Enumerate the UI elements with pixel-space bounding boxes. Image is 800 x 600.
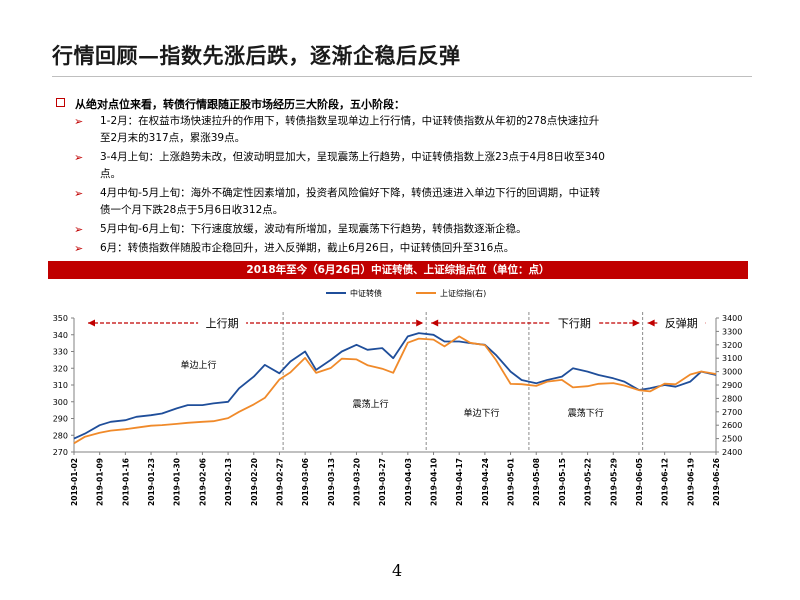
bullet-line: 4月中旬-5月上旬：海外不确定性因素增加，投资者风险偏好下降，转债迅速进入单边下… bbox=[100, 187, 601, 199]
x-tick-label: 2019-06-19 bbox=[686, 458, 695, 506]
bullet-item: ➢ 1-2月：在权益市场快速拉升的作用下，转债指数呈现单边上行行情，中证转债指数… bbox=[74, 113, 764, 147]
bullet-item: ➢ 4月中旬-5月上旬：海外不确定性因素增加，投资者风险偏好下降，转债迅速进入单… bbox=[74, 185, 764, 219]
y2-tick-label: 2600 bbox=[722, 421, 742, 430]
bullet-item: ➢ 6月：转债指数伴随股市企稳回升，进入反弹期，截止6月26日，中证转债回升至3… bbox=[74, 240, 764, 257]
bullet-item: ➢ 5月中旬-6月上旬：下行速度放缓，波动有所增加，呈现震荡下行趋势，转债指数逐… bbox=[74, 221, 764, 238]
x-tick-label: 2019-02-20 bbox=[250, 458, 259, 506]
subphase-label: 单边下行 bbox=[464, 407, 500, 419]
x-tick-label: 2019-05-29 bbox=[609, 458, 618, 506]
bullet-line: 点。 bbox=[100, 168, 121, 180]
y2-tick-label: 3100 bbox=[722, 354, 742, 363]
phase-arrow-down-head-right-icon bbox=[632, 319, 640, 327]
phase-label-bg bbox=[657, 314, 706, 331]
slide-title: 行情回顾—指数先涨后跌，逐渐企稳后反弹 bbox=[52, 43, 461, 68]
page-number: 4 bbox=[392, 561, 403, 580]
phase-label: 下行期 bbox=[558, 317, 591, 330]
x-tick-label: 2019-01-02 bbox=[70, 458, 79, 506]
x-tick-label: 2019-03-20 bbox=[352, 458, 361, 506]
y-tick-label: 300 bbox=[53, 398, 68, 407]
bullet-line: 1-2月：在权益市场快速拉升的作用下，转债指数呈现单边上行行情，中证转债指数从年… bbox=[100, 115, 600, 127]
series-line-convertible-bond-index bbox=[73, 332, 717, 440]
y-tick-label: 320 bbox=[53, 364, 68, 373]
phase-label-bg bbox=[198, 314, 247, 331]
x-tick-label: 2019-04-10 bbox=[430, 458, 439, 506]
arrow-bullet-icon: ➢ bbox=[74, 242, 84, 255]
subphase-label: 震荡上行 bbox=[353, 398, 389, 410]
x-tick-label: 2019-01-30 bbox=[173, 458, 182, 506]
subphase-label: 震荡下行 bbox=[568, 407, 604, 419]
series-line-shanghai-composite bbox=[73, 335, 717, 445]
y2-tick-label: 3200 bbox=[722, 341, 742, 350]
line-chart: 270 280 290 300 310 320 330 340 350 2400 2500 2600 2… bbox=[53, 288, 743, 506]
y2-tick-label: 2900 bbox=[722, 381, 742, 390]
y2-tick-label: 3300 bbox=[722, 327, 742, 336]
x-tick-label: 2019-05-22 bbox=[584, 458, 593, 506]
arrow-bullet-icon: ➢ bbox=[74, 151, 84, 164]
y-tick-label: 330 bbox=[53, 348, 68, 357]
x-tick-label: 2019-04-17 bbox=[455, 458, 464, 506]
x-tick-label: 2019-05-08 bbox=[532, 458, 541, 506]
x-tick-label: 2019-03-06 bbox=[301, 458, 310, 506]
bullet-line: 3-4月上旬：上涨趋势未改，但波动明显加大，呈现震荡上行趋势，中证转债指数上涨2… bbox=[100, 151, 605, 163]
x-tick-label: 2019-01-09 bbox=[96, 458, 105, 506]
x-tick-label: 2019-02-13 bbox=[224, 458, 233, 506]
y2-tick-label: 2500 bbox=[722, 435, 742, 444]
bullet-item: ➢ 3-4月上旬：上涨趋势未改，但波动明显加大，呈现震荡上行趋势，中证转债指数上… bbox=[74, 149, 764, 183]
bullet-line: 至2月末的317点，累涨39点。 bbox=[100, 132, 246, 144]
arrow-bullet-icon: ➢ bbox=[74, 223, 84, 236]
x-tick-label: 2019-06-26 bbox=[712, 458, 721, 506]
y2-tick-label: 2700 bbox=[722, 408, 742, 417]
x-tick-label: 2019-02-27 bbox=[275, 458, 284, 506]
phase-arrow-rebound-head-left-icon bbox=[647, 319, 655, 327]
legend-label: 中证转债 bbox=[350, 288, 382, 298]
arrow-bullet-icon: ➢ bbox=[74, 115, 84, 128]
x-tick-label: 2019-01-23 bbox=[147, 458, 156, 506]
y2-tick-label: 3400 bbox=[722, 314, 742, 323]
y2-tick-label: 2800 bbox=[722, 394, 742, 403]
x-tick-label: 2019-06-05 bbox=[635, 458, 644, 506]
y2-tick-label: 3000 bbox=[722, 368, 742, 377]
y-tick-label: 340 bbox=[53, 331, 68, 340]
y-tick-label: 270 bbox=[53, 448, 68, 457]
square-bullet-icon bbox=[56, 98, 65, 107]
arrow-bullet-icon: ➢ bbox=[74, 187, 84, 200]
phase-label-bg bbox=[550, 314, 599, 331]
bullet-line: 5月中旬-6月上旬：下行速度放缓，波动有所增加，呈现震荡下行趋势，转债指数逐渐企… bbox=[100, 223, 527, 235]
x-tick-label: 2019-06-12 bbox=[661, 458, 670, 506]
x-tick-label: 2019-05-01 bbox=[507, 458, 516, 506]
y-tick-label: 290 bbox=[53, 415, 68, 424]
x-tick-label: 2019-04-24 bbox=[481, 458, 490, 506]
y-tick-label: 280 bbox=[53, 431, 68, 440]
y-tick-label: 310 bbox=[53, 381, 68, 390]
title-divider bbox=[52, 76, 752, 77]
x-tick-label: 2019-02-06 bbox=[198, 458, 207, 506]
legend-label: 上证综指(右) bbox=[440, 288, 486, 298]
phase-arrow-up-head-right-icon bbox=[416, 319, 424, 327]
phase-arrow-up-head-left-icon bbox=[88, 319, 95, 327]
phase-arrow-down-head-left-icon bbox=[431, 319, 439, 327]
x-tick-label: 2019-05-15 bbox=[558, 458, 567, 506]
x-tick-label: 2019-04-03 bbox=[404, 458, 413, 506]
y-tick-label: 350 bbox=[53, 314, 68, 323]
lead-text: 从绝对点位来看，转债行情跟随正股市场经历三大阶段，五小阶段： bbox=[75, 98, 405, 111]
x-tick-label: 2019-01-16 bbox=[121, 458, 130, 506]
chart-title-banner: 2018年至今（6月26日）中证转债、上证综指点位（单位：点） bbox=[48, 261, 748, 279]
phase-label: 反弹期 bbox=[665, 316, 698, 330]
bullet-line: 债一个月下跌28点于5月6日收312点。 bbox=[100, 204, 284, 216]
subphase-label: 单边上行 bbox=[181, 359, 217, 371]
x-tick-label: 2019-03-27 bbox=[378, 458, 387, 506]
bullet-line: 6月：转债指数伴随股市企稳回升，进入反弹期，截止6月26日，中证转债回升至316… bbox=[100, 242, 515, 254]
x-tick-label: 2019-03-13 bbox=[327, 458, 336, 506]
y2-tick-label: 2400 bbox=[722, 448, 742, 457]
lead-statement: 从绝对点位来看，转债行情跟随正股市场经历三大阶段，五小阶段： bbox=[56, 96, 405, 112]
phase-label: 上行期 bbox=[206, 317, 239, 330]
bullet-list: ➢ 1-2月：在权益市场快速拉升的作用下，转债指数呈现单边上行行情，中证转债指数… bbox=[74, 113, 764, 259]
